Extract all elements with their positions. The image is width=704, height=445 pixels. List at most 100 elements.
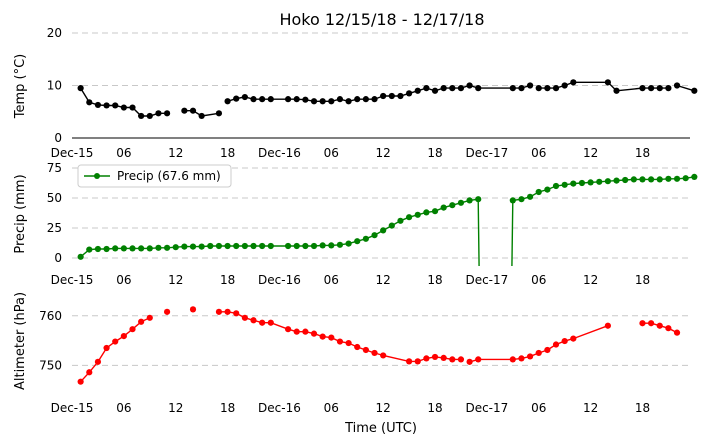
data-point [380, 227, 387, 234]
series-line [184, 109, 220, 117]
data-point [345, 240, 352, 247]
data-point [86, 99, 93, 106]
x-tick-label: Dec-16 [258, 146, 301, 160]
data-point [146, 245, 153, 252]
data-point [535, 188, 542, 196]
data-point [423, 209, 430, 216]
data-point [163, 308, 171, 315]
chart-title: Hoko 12/15/18 - 12/17/18 [279, 10, 484, 29]
x-tick-label: 12 [376, 401, 391, 415]
series-1 [77, 306, 681, 385]
data-point [388, 92, 395, 100]
series-line [469, 325, 609, 363]
data-point [120, 104, 127, 111]
data-point [129, 104, 136, 111]
data-point [250, 317, 257, 324]
data-point [380, 92, 387, 100]
data-point [284, 242, 292, 250]
data-point [405, 214, 413, 221]
data-point [129, 245, 136, 252]
data-point [431, 87, 439, 94]
y-tick-label: 750 [39, 358, 62, 372]
data-point [665, 325, 672, 332]
x-tick-label: 06 [324, 273, 339, 287]
data-point [414, 358, 421, 365]
x-tick-label: 12 [583, 273, 598, 287]
data-point [397, 217, 404, 224]
y-tick-label: 75 [47, 161, 62, 175]
x-tick-label: Dec-15 [51, 401, 94, 415]
panel-1: 0 10 20 Temp (°C) Dec-15 06 12 18 Dec-16 06 12 18 De… [13, 26, 698, 160]
data-point [552, 182, 560, 190]
x-tick-label: Dec-17 [465, 273, 508, 287]
data-point [509, 85, 516, 92]
data-point [518, 196, 525, 203]
data-point [639, 85, 646, 92]
x-tick-label: 18 [635, 273, 650, 287]
data-point [535, 85, 542, 92]
data-point [354, 343, 361, 351]
panel-2: 0 25 50 75 Precip (mm) Dec-15 06 12 18 Dec-16 06 12… [13, 161, 698, 287]
data-point [673, 175, 681, 182]
data-point [163, 110, 171, 117]
x-tick-label: 06 [531, 401, 546, 415]
data-point [570, 180, 577, 187]
data-point [570, 79, 577, 86]
data-point [466, 82, 473, 89]
x-tick-label: 12 [376, 273, 391, 287]
x-tick-label: Dec-17 [465, 401, 508, 415]
data-point [181, 243, 188, 250]
data-point [198, 243, 205, 250]
data-point [431, 208, 439, 215]
data-point [103, 344, 110, 352]
data-point [665, 85, 672, 92]
data-point [578, 179, 586, 187]
data-point [423, 85, 430, 92]
legend-box [77, 164, 232, 188]
data-point [215, 242, 223, 250]
x-tick-label: Dec-16 [258, 401, 301, 415]
data-point [457, 356, 465, 363]
data-point [112, 245, 119, 252]
data-point [259, 96, 266, 103]
data-point [656, 176, 663, 183]
y-axis-label: Altimeter (hPa) [13, 292, 28, 390]
data-point [146, 112, 153, 120]
y-tick-label: 50 [47, 191, 62, 205]
series-1 [77, 79, 698, 120]
x-tick-label: 18 [635, 146, 650, 160]
data-point [509, 356, 516, 363]
data-point [215, 308, 223, 315]
legend: Precip (67.6 mm) [77, 164, 232, 188]
series-1 [77, 173, 698, 266]
data-point [449, 202, 456, 209]
data-point [293, 242, 300, 250]
data-point [362, 346, 369, 354]
data-point [475, 356, 482, 363]
x-tick-label: Dec-15 [51, 273, 94, 287]
x-tick-label: 18 [220, 273, 235, 287]
x-tick-label: 12 [583, 401, 598, 415]
x-tick-label: 12 [376, 146, 391, 160]
data-point [112, 338, 119, 345]
data-point [233, 242, 240, 250]
data-point [354, 238, 361, 245]
data-point [691, 87, 698, 94]
data-point [604, 178, 611, 185]
y-tick-label: 0 [54, 251, 62, 265]
data-point [233, 310, 240, 317]
data-point [648, 85, 655, 92]
data-point [388, 222, 395, 229]
data-point [112, 102, 119, 109]
data-point [120, 245, 127, 252]
data-point [198, 112, 205, 120]
data-point [371, 232, 378, 239]
x-tick-label: 06 [116, 146, 131, 160]
x-tick-label: 06 [531, 146, 546, 160]
x-axis-label: Time (UTC) [344, 421, 417, 436]
data-point [466, 358, 473, 365]
data-point [189, 107, 197, 114]
data-point [526, 353, 534, 360]
data-point [622, 176, 629, 184]
y-axis-label: Temp (°C) [13, 54, 28, 120]
